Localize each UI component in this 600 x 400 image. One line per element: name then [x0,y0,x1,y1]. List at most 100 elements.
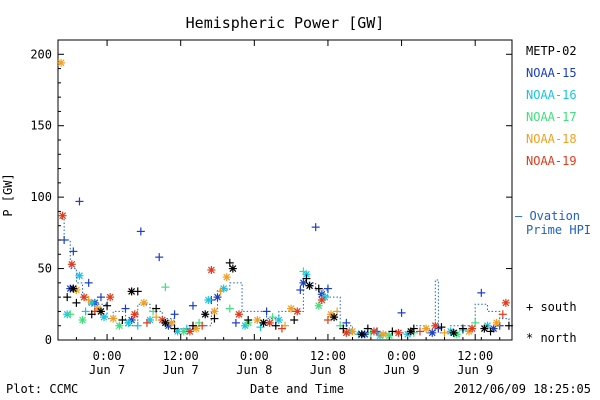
north-point-marker [207,266,216,274]
y-tick-label: 150 [30,119,52,133]
x-tick-day-label: Jun 7 [163,363,199,377]
north-point-marker [127,287,136,296]
north-point-marker [406,327,415,336]
south-point-marker [133,321,142,330]
north-point-marker [58,211,67,220]
south-point-marker [486,327,495,336]
legend-ovation-line2: Prime HPI [526,223,591,237]
legend: METP-02 NOAA-15 NOAA-16 NOAA-17 NOAA-18 NOAA-… [515,44,591,345]
legend-entry: NOAA-17 [526,110,577,124]
south-point-marker [170,324,179,333]
south-point-marker [188,301,197,310]
north-point-marker [100,313,109,322]
north-point-marker [185,327,194,336]
south-point-marker [75,197,84,206]
x-tick-day-label: Jun 8 [236,363,272,377]
x-tick-time-label: 0:00 [387,349,416,363]
south-point-marker [440,328,449,337]
x-tick-time-label: 0:00 [240,349,269,363]
ovation-hpi-line [61,218,510,334]
x-tick-time-label: 12:00 [457,349,493,363]
south-point-marker [152,304,161,313]
footer-left: Plot: CCMC [6,382,78,396]
south-point-marker [342,318,351,327]
north-point-marker [259,318,268,327]
south-point-marker [84,296,93,304]
north-point-marker [67,260,76,269]
south-point-marker [299,267,308,276]
ovation-hpi-path [61,218,510,334]
south-point-marker [256,323,265,332]
south-point-marker [388,327,397,336]
south-point-marker [363,324,372,333]
x-tick-time-label: 0:00 [93,349,122,363]
south-point-marker [170,310,179,319]
north-point-marker [449,328,458,337]
south-point-marker [458,324,467,333]
south-point-marker [216,287,225,296]
south-point-marker [72,298,81,307]
legend-entry: NOAA-16 [526,88,577,102]
north-point-marker [213,293,222,302]
x-tick-time-label: 12:00 [163,349,199,363]
south-point-marker [198,321,207,330]
south-point-marker [121,304,130,313]
south-point-marker [81,307,90,316]
south-point-marker [323,316,332,324]
south-point-marker [314,284,323,293]
data-points [57,58,513,340]
x-tick-time-label: 12:00 [310,349,346,363]
south-point-marker [277,324,286,333]
south-point-marker [103,301,112,310]
south-point-marker [84,278,93,287]
south-point-marker [323,284,332,293]
legend-entry: NOAA-15 [526,66,577,80]
south-point-marker [302,274,311,283]
south-point-marker [118,316,127,324]
south-point-marker [60,236,69,244]
plot-area [57,39,513,341]
plot-border [57,39,513,341]
south-point-marker [333,307,342,316]
north-point-marker [96,307,105,316]
south-point-marker [437,323,446,332]
north-point-marker [317,296,326,304]
x-tick-day-label: Jun 9 [457,363,493,377]
legend-entry: NOAA-19 [526,154,577,168]
north-point-marker [210,307,219,316]
south-point-marker [225,258,234,267]
legend-ovation-line1: – Ovation [515,209,580,223]
north-point-marker [431,321,440,330]
y-tick-label: 0 [45,333,52,347]
north-point-marker [428,328,437,337]
north-point-marker [228,264,237,273]
north-point-marker [161,318,170,327]
north-point-marker [394,328,403,337]
x-tick-day-label: Jun 7 [89,363,125,377]
north-point-marker [80,293,89,302]
north-point-marker [274,316,283,324]
north-point-marker [348,327,357,336]
legend-entry: METP-02 [526,44,577,58]
footer-right: 2012/06/09 18:25:05 [454,382,591,396]
north-point-marker [69,284,78,293]
north-point-marker [130,310,139,319]
x-tick-day-label: Jun 9 [384,363,420,377]
north-point-marker [422,324,431,333]
north-point-marker [234,310,243,319]
north-point-marker [106,293,115,302]
north-point-marker [379,330,388,339]
south-point-marker [225,304,234,313]
north-point-marker [293,307,302,316]
south-point-marker [268,313,277,322]
north-point-marker [299,278,308,287]
south-point-marker [477,288,486,297]
north-point-marker [369,327,378,336]
north-point-marker [201,310,210,319]
north-point-marker [492,318,501,327]
north-point-marker [222,273,231,282]
north-point-marker [78,316,87,324]
south-point-marker [66,310,75,319]
